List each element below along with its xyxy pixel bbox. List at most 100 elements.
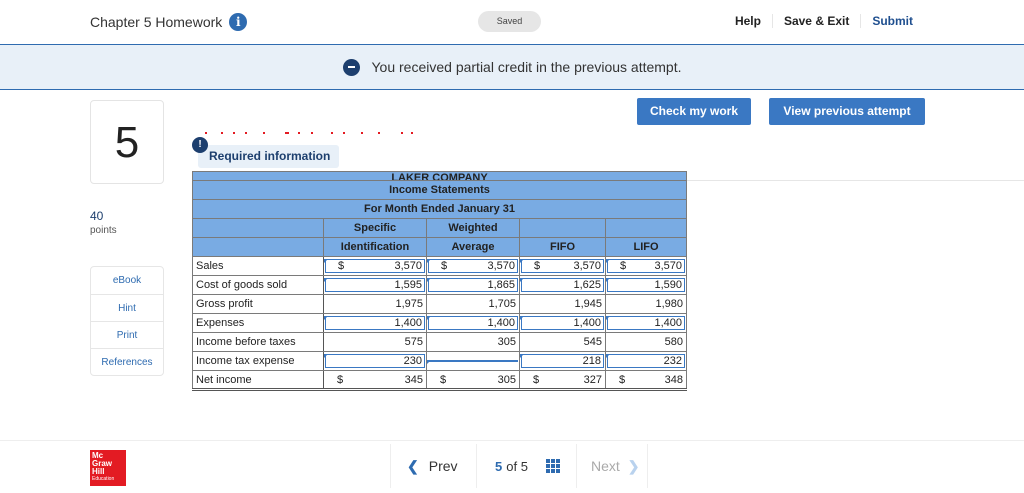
- value-cell[interactable]: $3,570: [605, 256, 687, 276]
- value-cell: $305: [426, 370, 520, 391]
- row-label: Net income: [192, 370, 324, 391]
- amount-text: 545: [583, 336, 602, 348]
- amount-text: 3,570: [654, 260, 682, 272]
- required-information-label: Required information: [198, 145, 339, 168]
- amount-input[interactable]: $3,570: [520, 259, 604, 273]
- help-link[interactable]: Help: [734, 14, 761, 28]
- logo-line: Hill: [92, 467, 105, 476]
- amount-text: 1,865: [487, 279, 515, 291]
- amount-value: 575: [327, 336, 423, 348]
- input-marker-icon: [324, 278, 328, 283]
- grid-icon[interactable]: [545, 459, 560, 473]
- amount-input[interactable]: 1,865: [427, 278, 518, 292]
- amount-text: 1,590: [654, 279, 682, 291]
- dollar-sign: [328, 317, 338, 329]
- table-row: Cost of goods sold 1,595 1,865 1,625 1,590: [192, 275, 687, 295]
- submit-link[interactable]: Submit: [860, 14, 924, 28]
- value-cell: 580: [605, 332, 687, 352]
- dollar-sign: [524, 317, 534, 329]
- amount-text: 1,400: [654, 317, 682, 329]
- value-cell[interactable]: 1,595: [323, 275, 427, 295]
- check-my-work-button[interactable]: Check my work: [637, 98, 751, 125]
- value-cell: 1,945: [519, 294, 606, 314]
- info-icon[interactable]: i: [229, 13, 248, 31]
- amount-input[interactable]: 1,400: [427, 316, 518, 330]
- amount-input[interactable]: $3,570: [427, 259, 518, 273]
- hint-button[interactable]: Hint: [91, 294, 163, 321]
- value-cell[interactable]: 1,400: [426, 313, 520, 333]
- chevron-left-icon: ❮: [407, 457, 419, 474]
- input-marker-icon: [520, 316, 524, 321]
- amount-input[interactable]: 1,625: [520, 278, 604, 292]
- tools-panel: eBook Hint Print References: [90, 266, 164, 376]
- dollar-sign: [431, 279, 441, 291]
- amount-input[interactable]: 1,400: [520, 316, 604, 330]
- value-cell[interactable]: 1,590: [605, 275, 687, 295]
- row-label: Sales: [192, 256, 324, 276]
- page-counter[interactable]: 5 of 5: [476, 444, 576, 488]
- amount-input[interactable]: 232: [606, 354, 685, 368]
- prev-button[interactable]: ❮ Prev: [390, 444, 476, 488]
- amount-text: 305: [497, 336, 516, 348]
- view-previous-attempt-button[interactable]: View previous attempt: [769, 98, 925, 125]
- amount-input[interactable]: 230: [324, 354, 425, 368]
- amount-input[interactable]: $3,570: [606, 259, 685, 273]
- amount-text: 1,625: [573, 279, 601, 291]
- amount-input[interactable]: 1,400: [606, 316, 685, 330]
- amount-input[interactable]: 1,595: [324, 278, 425, 292]
- amount-input[interactable]: 1,590: [606, 278, 685, 292]
- value-cell: 545: [519, 332, 606, 352]
- row-label: Income tax expense: [192, 351, 324, 371]
- references-button[interactable]: References: [91, 348, 163, 375]
- amount-value: 1,705: [430, 298, 516, 310]
- amount-text: 1,945: [574, 298, 602, 310]
- amount-text: 1,980: [655, 298, 683, 310]
- value-cell[interactable]: 218: [519, 351, 606, 371]
- dollar-sign: [523, 298, 533, 310]
- value-cell[interactable]: 1,865: [426, 275, 520, 295]
- value-cell[interactable]: 230: [323, 351, 427, 371]
- banner-message: You received partial credit in the previ…: [371, 59, 682, 75]
- prev-label: Prev: [428, 458, 458, 474]
- amount-text: 218: [582, 355, 601, 367]
- value-cell[interactable]: [426, 351, 520, 371]
- question-number: 5: [90, 100, 164, 184]
- amount-input[interactable]: [427, 360, 518, 365]
- amount-input[interactable]: 218: [520, 354, 604, 368]
- dollar-sign: [327, 336, 337, 348]
- dollar-sign: [610, 279, 620, 291]
- dollar-sign: [328, 355, 338, 367]
- dollar-sign: $: [441, 260, 448, 272]
- input-marker-icon: [427, 259, 431, 264]
- value-cell: 305: [426, 332, 520, 352]
- statement-period: For Month Ended January 31: [192, 199, 687, 219]
- amount-input[interactable]: 1,400: [324, 316, 425, 330]
- next-button[interactable]: Next ❯: [576, 444, 648, 488]
- value-cell[interactable]: 1,400: [323, 313, 427, 333]
- amount-text: 345: [404, 373, 423, 386]
- input-marker-icon: [520, 278, 524, 283]
- value-cell[interactable]: 1,400: [605, 313, 687, 333]
- value-cell[interactable]: 1,400: [519, 313, 606, 333]
- value-cell: $348: [605, 370, 687, 391]
- print-button[interactable]: Print: [91, 321, 163, 348]
- top-bar: Chapter 5 Homework i Saved Help Save & E…: [0, 0, 1024, 45]
- question-pager: ❮ Prev 5 of 5 Next ❯: [390, 444, 648, 488]
- amount-input[interactable]: $3,570: [324, 259, 425, 273]
- amount-text: 348: [664, 373, 683, 386]
- save-exit-link[interactable]: Save & Exit: [771, 14, 860, 28]
- value-cell[interactable]: 1,625: [519, 275, 606, 295]
- divider: [685, 180, 1024, 181]
- dollar-sign: [327, 298, 337, 310]
- value-cell[interactable]: $3,570: [426, 256, 520, 276]
- ebook-button[interactable]: eBook: [112, 275, 142, 286]
- value-cell[interactable]: $3,570: [323, 256, 427, 276]
- input-marker-icon: [520, 354, 524, 359]
- row-label: Expenses: [192, 313, 324, 333]
- col-header-top: [192, 218, 324, 238]
- value-cell[interactable]: $3,570: [519, 256, 606, 276]
- dollar-sign: [609, 336, 619, 348]
- logo-line: Education: [92, 476, 115, 482]
- value-cell[interactable]: 232: [605, 351, 687, 371]
- amount-text: 305: [497, 373, 516, 386]
